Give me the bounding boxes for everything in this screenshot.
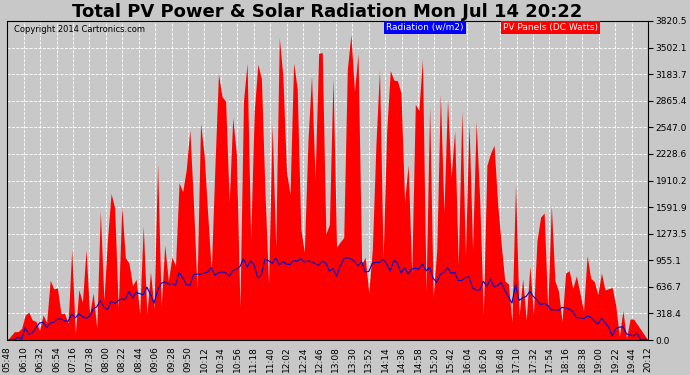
Text: Radiation (w/m2): Radiation (w/m2) (386, 23, 463, 32)
Text: Copyright 2014 Cartronics.com: Copyright 2014 Cartronics.com (14, 25, 145, 34)
Title: Total PV Power & Solar Radiation Mon Jul 14 20:22: Total PV Power & Solar Radiation Mon Jul… (72, 3, 583, 21)
Text: PV Panels (DC Watts): PV Panels (DC Watts) (503, 23, 598, 32)
